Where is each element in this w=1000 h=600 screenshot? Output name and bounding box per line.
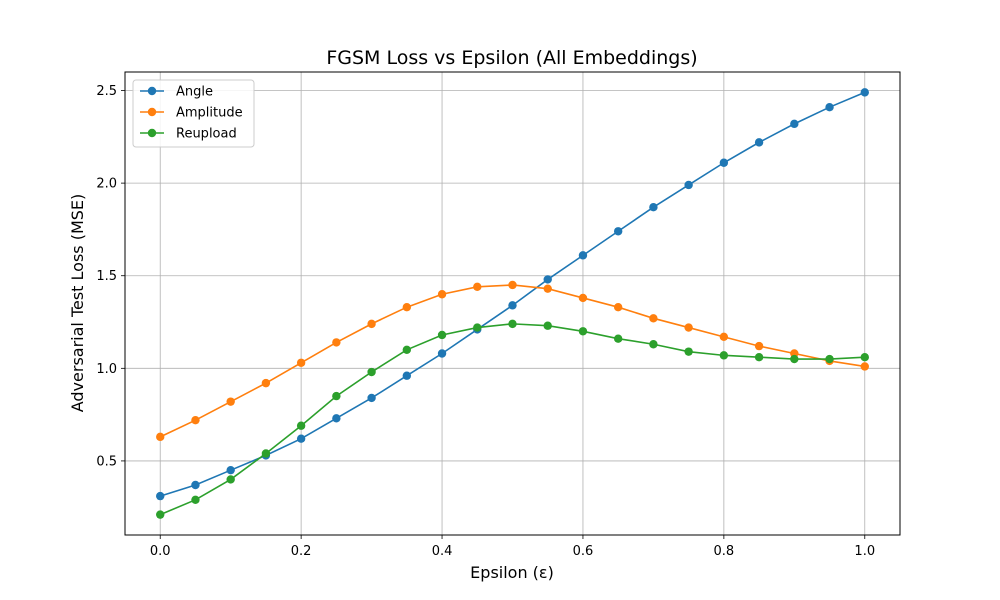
data-point-angle: [296, 434, 306, 443]
data-point-reupload: [825, 354, 834, 364]
data-point-reupload: [226, 475, 235, 484]
data-point-angle: [719, 158, 729, 167]
y-axis-title: Adversarial Test Loss (MSE): [68, 194, 87, 413]
data-point-amplitude: [613, 303, 623, 312]
data-point-reupload: [754, 353, 764, 362]
data-point-angle: [156, 491, 165, 501]
data-point-reupload: [684, 347, 693, 356]
data-point-reupload: [367, 367, 376, 377]
data-point-amplitude: [296, 358, 306, 367]
data-point-amplitude: [473, 282, 482, 292]
data-point-amplitude: [332, 338, 341, 347]
legend-box: [132, 79, 255, 148]
data-point-reupload: [191, 495, 200, 505]
series-line-angle: [159, 91, 866, 497]
legend-marker-angle: [147, 86, 157, 96]
data-point-reupload: [613, 334, 623, 343]
data-point-reupload: [543, 321, 552, 330]
axis-ticks: 0.0 0.2 0.4 0.6 0.8 1.0 0.5 1.0 1.5 2.0 2.5: [96, 84, 875, 559]
data-point-amplitude: [754, 341, 764, 351]
x-tick-label: 0.6: [573, 544, 594, 559]
data-point-reupload: [578, 327, 588, 336]
chart-title: FGSM Loss vs Epsilon (All Embeddings): [326, 47, 697, 69]
plot-area-frame: [124, 71, 901, 536]
data-point-reupload: [437, 330, 447, 340]
data-point-angle: [332, 414, 341, 423]
data-point-amplitude: [156, 432, 165, 442]
data-point-angle: [226, 465, 235, 475]
data-point-angle: [613, 227, 623, 236]
data-point-angle: [508, 301, 517, 310]
data-point-angle: [437, 349, 447, 358]
y-tick-label: 1.0: [96, 362, 117, 377]
data-point-amplitude: [437, 290, 447, 299]
y-tick-label: 0.5: [96, 454, 117, 469]
series-group: [156, 88, 869, 519]
data-point-reupload: [332, 391, 341, 401]
data-point-amplitude: [684, 323, 693, 332]
data-point-amplitude: [402, 303, 412, 312]
data-point-angle: [543, 275, 552, 284]
data-point-amplitude: [649, 314, 658, 323]
data-point-reupload: [261, 449, 271, 458]
data-point-reupload: [649, 340, 658, 349]
data-point-angle: [825, 102, 834, 112]
y-tick-label: 2.5: [96, 84, 117, 99]
data-point-angle: [684, 180, 693, 190]
x-tick-label: 0.8: [714, 544, 735, 559]
x-tick-label: 0.2: [291, 544, 312, 559]
data-point-amplitude: [719, 332, 729, 342]
legend-label-amplitude: Amplitude: [176, 106, 243, 121]
data-point-reupload: [860, 353, 869, 362]
data-point-amplitude: [226, 397, 235, 406]
data-point-angle: [578, 251, 588, 260]
data-point-amplitude: [367, 319, 376, 329]
data-point-angle: [649, 202, 658, 212]
data-point-angle: [860, 88, 869, 97]
series-line-reupload: [159, 323, 865, 516]
data-point-angle: [754, 138, 764, 147]
legend-marker-amplitude: [147, 107, 157, 117]
x-tick-label: 0.4: [432, 544, 453, 559]
data-point-amplitude: [543, 284, 552, 293]
data-point-reupload: [473, 323, 482, 332]
data-point-angle: [790, 119, 799, 129]
x-tick-label: 0.0: [150, 544, 171, 559]
data-point-amplitude: [191, 415, 200, 425]
data-point-angle: [191, 480, 200, 490]
legend-label-angle: Angle: [176, 85, 213, 100]
x-axis-title: Epsilon (ε): [470, 563, 554, 582]
x-tick-label: 1.0: [854, 544, 875, 559]
data-point-amplitude: [860, 362, 869, 371]
data-point-reupload: [719, 351, 729, 360]
legend: Angle Amplitude Reupload: [132, 79, 255, 148]
data-point-angle: [402, 371, 412, 380]
y-tick-label: 1.5: [96, 269, 117, 284]
data-point-reupload: [156, 510, 165, 519]
data-point-angle: [367, 393, 376, 403]
data-point-amplitude: [578, 293, 588, 303]
data-point-reupload: [508, 319, 517, 329]
data-point-amplitude: [508, 280, 517, 290]
data-point-reupload: [790, 354, 799, 364]
data-point-reupload: [402, 345, 412, 354]
data-point-amplitude: [261, 378, 271, 388]
legend-marker-reupload: [147, 128, 157, 138]
y-tick-label: 2.0: [96, 177, 117, 192]
data-point-reupload: [296, 421, 306, 430]
legend-label-reupload: Reupload: [176, 127, 237, 142]
